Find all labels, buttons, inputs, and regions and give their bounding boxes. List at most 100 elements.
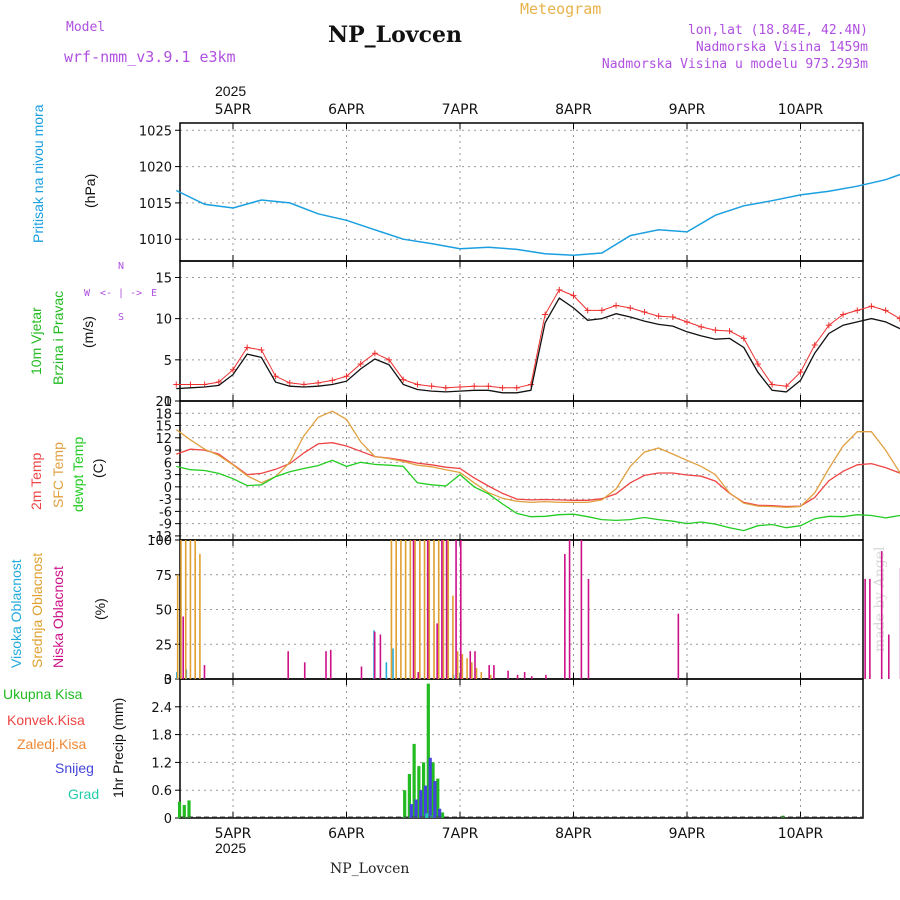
cloud-mid-bar (176, 574, 179, 679)
gust-marker (215, 379, 222, 386)
gust-marker (230, 366, 236, 373)
precip-ytick-label: 0.6 (151, 784, 172, 799)
cloud-ytick-label: 0 (164, 673, 172, 688)
cloud-low-bar (455, 540, 457, 679)
day-label-bottom: 7APR (442, 826, 479, 842)
cloud-low-bar (445, 540, 448, 679)
gust-marker (613, 302, 620, 309)
gust-marker (386, 356, 393, 363)
cloud-panel: 0 25 50 75 100 (147, 534, 864, 688)
cloud-low-bar (507, 670, 509, 679)
gust-marker (499, 384, 506, 391)
page-title: NP_Lovcen (328, 22, 462, 48)
gust-marker (513, 384, 520, 391)
elevation-label: Nadmorska Visina 1459m (695, 40, 868, 55)
precip-hail-bar (425, 813, 429, 818)
precip-snow-bar (433, 780, 437, 818)
cloud-low-bar (360, 666, 363, 679)
model-label: Model (66, 20, 106, 35)
cloud-mid-bar (395, 540, 397, 679)
cloud-mid-bar (461, 653, 464, 679)
cloud-mid-bar (194, 540, 196, 679)
precip-total-bar (426, 683, 430, 818)
gust-marker (627, 304, 634, 311)
precip-snow-bar (409, 804, 413, 818)
gust-marker (428, 383, 435, 390)
gust-marker (669, 314, 676, 320)
cloud-low-bar (530, 676, 533, 679)
cloud-ytick-label: 25 (155, 638, 172, 653)
day-label-top: 5APR (215, 102, 252, 118)
year-bottom: 2025 (215, 840, 247, 856)
day-label-top: 8APR (555, 102, 592, 118)
cloud-mid-bar (437, 540, 440, 679)
precip-total-bar (436, 778, 440, 818)
precip-snow-bar (419, 790, 423, 818)
gust-marker (570, 292, 577, 299)
cloud-low-bar (869, 578, 871, 679)
gust-marker (400, 376, 407, 383)
legend-hail: Grad (68, 786, 100, 802)
gust-marker (769, 381, 776, 388)
temp-dewpt-line (176, 459, 900, 532)
day-label-top: 9APR (669, 102, 706, 118)
precip-total-bar (417, 766, 421, 818)
cloud-low-bar (587, 578, 590, 679)
precip-ytick-label: 0 (164, 812, 172, 827)
cloud-mid-bar (199, 553, 201, 679)
legend-snow: Snijeg (55, 760, 94, 776)
pressure-ytick-label: 1025 (139, 124, 172, 139)
temp-ytick-label: 15 (155, 420, 172, 435)
cloud-mid-bar (442, 540, 445, 679)
day-label-bottom: 9APR (669, 826, 706, 842)
gust-marker (272, 373, 279, 380)
cloud-low-bar (880, 551, 883, 679)
cloud-ytick-label: 100 (147, 534, 172, 549)
gust-marker (343, 373, 350, 380)
cloud-low-bar (523, 672, 526, 679)
cloud-low-bar (488, 665, 490, 679)
temp-ytick-label: -3 (159, 493, 172, 508)
gust-marker (173, 381, 180, 388)
gust-marker (712, 327, 719, 334)
precip-total-bar (412, 743, 416, 818)
precip-snow-bar (438, 808, 442, 818)
pressure-panel: 1010 1015 1020 1025 (139, 122, 864, 262)
precip-total-bar (440, 812, 445, 818)
gust-marker (485, 383, 492, 390)
cloud-high-bar (385, 662, 388, 679)
temp-ytick-label: 21 (155, 395, 172, 410)
cloud-low-bar (441, 540, 443, 679)
gust-marker (868, 303, 875, 310)
gust-marker (442, 384, 449, 391)
gust-marker (556, 286, 563, 293)
cloud-low-bar (580, 540, 583, 679)
day-label-bottom: 6APR (328, 826, 365, 842)
temp-2m-line (176, 442, 900, 508)
gust-marker (825, 322, 832, 329)
cloud-low-bar (303, 662, 306, 679)
cloud-low-bar (373, 631, 376, 679)
wind-ytick-label: 10 (155, 313, 172, 328)
temp-ytick-label: 3 (164, 469, 172, 484)
wind-ytick-label: 5 (164, 354, 172, 369)
precip-panel: 0 0.6 1.2 1.8 2.4 3 (151, 673, 864, 827)
cloud-low-bar (545, 674, 547, 679)
gust-marker (698, 323, 705, 330)
cloud-low-bar (516, 674, 519, 679)
cloud-low-bar (677, 613, 680, 679)
compass-north: N (118, 261, 125, 272)
cloud-low-bar (564, 553, 566, 679)
cloud-ytick-label: 50 (155, 604, 172, 619)
cloud-low-bar (379, 634, 382, 679)
cloud-mid-bar (466, 658, 468, 679)
cloud-low-bar (325, 651, 327, 679)
cloud-mid-bar (447, 540, 449, 679)
gust-marker (641, 309, 648, 316)
day-label-top: 6APR (328, 102, 365, 118)
cloud-mid-bar (428, 540, 431, 679)
temp-ytick-label: 0 (164, 481, 172, 496)
cloud-mid-bar (180, 540, 182, 679)
gust-marker (882, 307, 889, 314)
precip-ytick-label: 1.8 (151, 729, 172, 744)
